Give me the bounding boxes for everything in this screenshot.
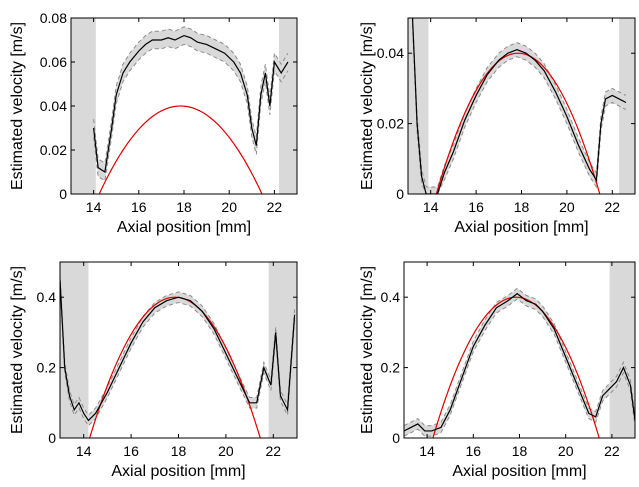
band-upper-edge xyxy=(93,26,289,165)
true-profile-line xyxy=(98,105,263,194)
y-tick-label: 0.04 xyxy=(40,98,67,114)
plot-area xyxy=(408,18,635,194)
y-tick-label: 0.02 xyxy=(377,116,404,132)
noise-region-1 xyxy=(71,18,96,194)
x-tick-label: 20 xyxy=(218,443,234,459)
y-axis-label: Estimated velocity [m/s] xyxy=(359,22,376,190)
true-profile-line xyxy=(432,296,600,438)
estimated-velocity-line xyxy=(404,292,635,432)
band-lower-edge xyxy=(93,43,289,182)
y-tick-label: 0.08 xyxy=(40,10,67,26)
confidence-band xyxy=(404,288,635,437)
x-axis-label: Axial position [mm] xyxy=(117,219,251,236)
noise-region-2 xyxy=(619,18,635,194)
x-tick-label: 22 xyxy=(266,443,282,459)
confidence-band xyxy=(60,274,295,426)
band-upper-edge xyxy=(412,18,627,188)
x-tick-label: 20 xyxy=(558,443,574,459)
x-tick-label: 16 xyxy=(131,199,147,215)
x-tick-label: 14 xyxy=(86,199,102,215)
axes-box xyxy=(403,261,636,439)
x-tick-label: 22 xyxy=(604,443,620,459)
y-tick-label: 0.04 xyxy=(377,45,404,61)
y-tick-label: 0.06 xyxy=(40,54,67,70)
confidence-band xyxy=(93,26,288,181)
x-axis-label: Axial position [mm] xyxy=(452,463,586,480)
x-tick-label: 20 xyxy=(559,199,575,215)
x-tick-label: 18 xyxy=(171,443,187,459)
x-tick-label: 18 xyxy=(512,443,528,459)
y-tick-label: 0.2 xyxy=(381,360,401,376)
plot-panel-1: 14 16 18 20 22 0 0.02 0.04 0.06 0.08 Axial positio… xyxy=(9,10,298,236)
y-tick-label: 0.4 xyxy=(381,289,401,305)
y-axis-label: Estimated velocity [m/s] xyxy=(9,22,26,190)
x-tick-label: 14 xyxy=(423,199,439,215)
noise-region-1 xyxy=(408,18,429,194)
x-tick-label: 22 xyxy=(267,199,283,215)
plot-area xyxy=(71,18,297,194)
y-tick-label: 0 xyxy=(396,186,404,202)
band-upper-edge xyxy=(60,274,296,416)
y-axis-label: Estimated velocity [m/s] xyxy=(359,266,376,434)
x-tick-label: 22 xyxy=(605,199,621,215)
y-tick-label: 0.2 xyxy=(37,360,57,376)
x-axis-label: Axial position [mm] xyxy=(454,219,588,236)
x-axis-label: Axial position [mm] xyxy=(111,463,245,480)
x-tick-label: 18 xyxy=(514,199,530,215)
x-tick-label: 16 xyxy=(123,443,139,459)
x-tick-label: 14 xyxy=(419,443,435,459)
y-tick-label: 0 xyxy=(392,430,400,446)
true-profile-line xyxy=(89,296,261,438)
x-tick-label: 16 xyxy=(468,199,484,215)
true-profile-line xyxy=(435,52,601,194)
x-tick-label: 16 xyxy=(466,443,482,459)
y-tick-label: 0.02 xyxy=(40,142,67,158)
band-lower-edge xyxy=(404,298,635,437)
y-tick-label: 0 xyxy=(59,186,67,202)
y-axis-label: Estimated velocity [m/s] xyxy=(9,266,26,434)
x-tick-label: 20 xyxy=(221,199,237,215)
band-lower-edge xyxy=(412,25,627,194)
band-lower-edge xyxy=(60,284,296,427)
y-tick-label: 0 xyxy=(48,430,56,446)
estimated-velocity-line xyxy=(60,279,296,422)
plot-panel-3: 14 16 18 20 22 0 0.2 0.4 Axial position [mm] Esti… xyxy=(9,261,298,480)
estimated-velocity-line xyxy=(93,34,289,174)
plot-area xyxy=(404,262,635,438)
estimated-velocity-line xyxy=(411,18,627,194)
x-tick-label: 14 xyxy=(76,443,92,459)
band-upper-edge xyxy=(404,287,635,427)
plot-panel-2: 14 16 18 20 22 0 0.02 0.04 Axial position [mm] Es… xyxy=(359,17,636,236)
plot-area xyxy=(60,262,297,438)
noise-region-1 xyxy=(609,262,635,438)
plot-panel-4: 14 16 18 20 22 0 0.2 0.4 Axial position [mm] Esti… xyxy=(359,261,636,480)
x-tick-label: 18 xyxy=(176,199,192,215)
y-tick-label: 0.4 xyxy=(37,289,57,305)
